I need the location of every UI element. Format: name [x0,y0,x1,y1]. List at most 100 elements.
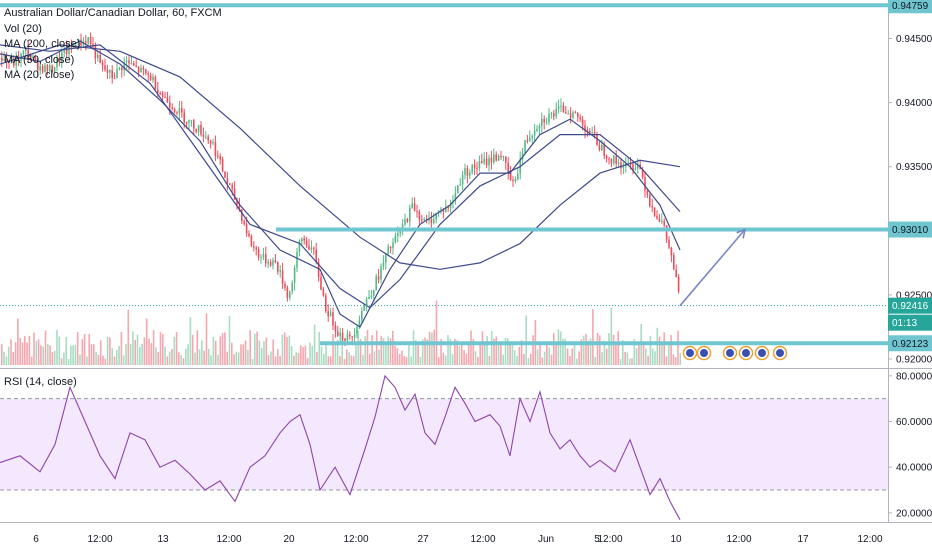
candle-body [433,219,435,224]
volume-bar [592,309,594,365]
volume-bar [300,345,302,365]
volume-bar [638,342,640,365]
volume-bar [679,352,682,365]
candle-body [598,144,601,151]
volume-bar [24,336,26,365]
candle-body [104,65,106,70]
candle-body [188,120,190,123]
volume-bar [610,307,613,365]
volume-bar [203,350,205,365]
volume-bar [426,339,429,365]
ma50-line [0,44,681,309]
volume-bar [417,343,419,365]
volume-bar [661,341,663,365]
volume-bar [159,331,162,365]
volume-bar [513,350,516,365]
volume-bar [139,347,141,365]
volume-bar [516,356,518,365]
candle-body [109,70,111,73]
volume-bar [42,346,44,365]
candle-body [514,179,517,181]
volume-bar [396,348,399,365]
candle-body [190,120,193,122]
volume-bar [350,355,353,365]
candle-body [584,125,586,131]
candle-body [603,144,605,156]
ma20-label: MA (20, close) [4,69,75,81]
volume-bar [433,329,435,365]
candle-body [313,247,315,250]
candle-body [92,44,94,47]
candle-body [125,60,128,62]
volume-bar [81,339,84,365]
volume-bar [511,342,514,365]
candle-body [368,297,370,299]
volume-bar [495,336,498,365]
resistance-top-label: 0.94759 [892,1,929,12]
candle-body [471,164,473,173]
volume-bar [88,334,90,365]
volume-bar [83,334,86,365]
candle-body [219,156,221,160]
candle-body [284,284,286,288]
volume-bar [518,346,521,365]
volume-bar [5,356,8,365]
candle-body [101,63,104,66]
candle-body [517,173,519,180]
candle-body [483,158,485,163]
volume-bar [564,338,567,365]
volume-bar [665,356,668,365]
volume-bar [398,354,401,365]
candle-body [73,46,75,48]
volume-bar [546,342,548,365]
candle-body [236,199,238,205]
candle-body [605,155,608,159]
volume-bar [297,352,300,365]
volume-bar [33,332,35,365]
candle-body [89,37,92,45]
volume-bar [283,332,286,365]
candle-body [140,67,142,73]
candle-body [622,166,625,169]
volume-bar [201,340,203,365]
candle-body [32,56,34,58]
volume-bar [74,344,77,365]
candle-body [677,277,680,292]
candle-body [274,260,277,263]
volume-bar [272,339,274,365]
volume-bar [327,356,330,365]
candle-body [325,295,327,312]
volume-bar [454,338,456,365]
candle-body [550,113,553,115]
candle-body [531,135,533,138]
candle-body [65,48,68,55]
candle-body [46,65,49,72]
candle-body [459,184,461,186]
time-tick-label: 12:00 [726,534,751,545]
current-price-label: 0.92416 [892,301,929,312]
candle-body [85,41,87,44]
volume-bar [263,341,265,365]
candle-body [286,287,289,298]
candle-body [320,277,322,290]
volume-bar [132,331,134,365]
volume-bar [171,349,173,365]
volume-bar [438,357,440,365]
candle-body [22,50,25,54]
candle-body [123,61,125,71]
candle-body [41,66,44,73]
volume-bar [221,333,224,365]
volume-bar [290,346,293,365]
candle-body [193,120,195,129]
candle-body [99,54,101,64]
volume-bar [120,331,123,365]
volume-bar [212,336,215,365]
volume-bar [256,331,258,365]
volume-bar [394,345,396,365]
volume-bar [589,338,592,365]
candle-body [469,172,471,176]
candle-body [557,106,560,109]
volume-bar [369,353,371,365]
volume-bar [270,351,272,365]
